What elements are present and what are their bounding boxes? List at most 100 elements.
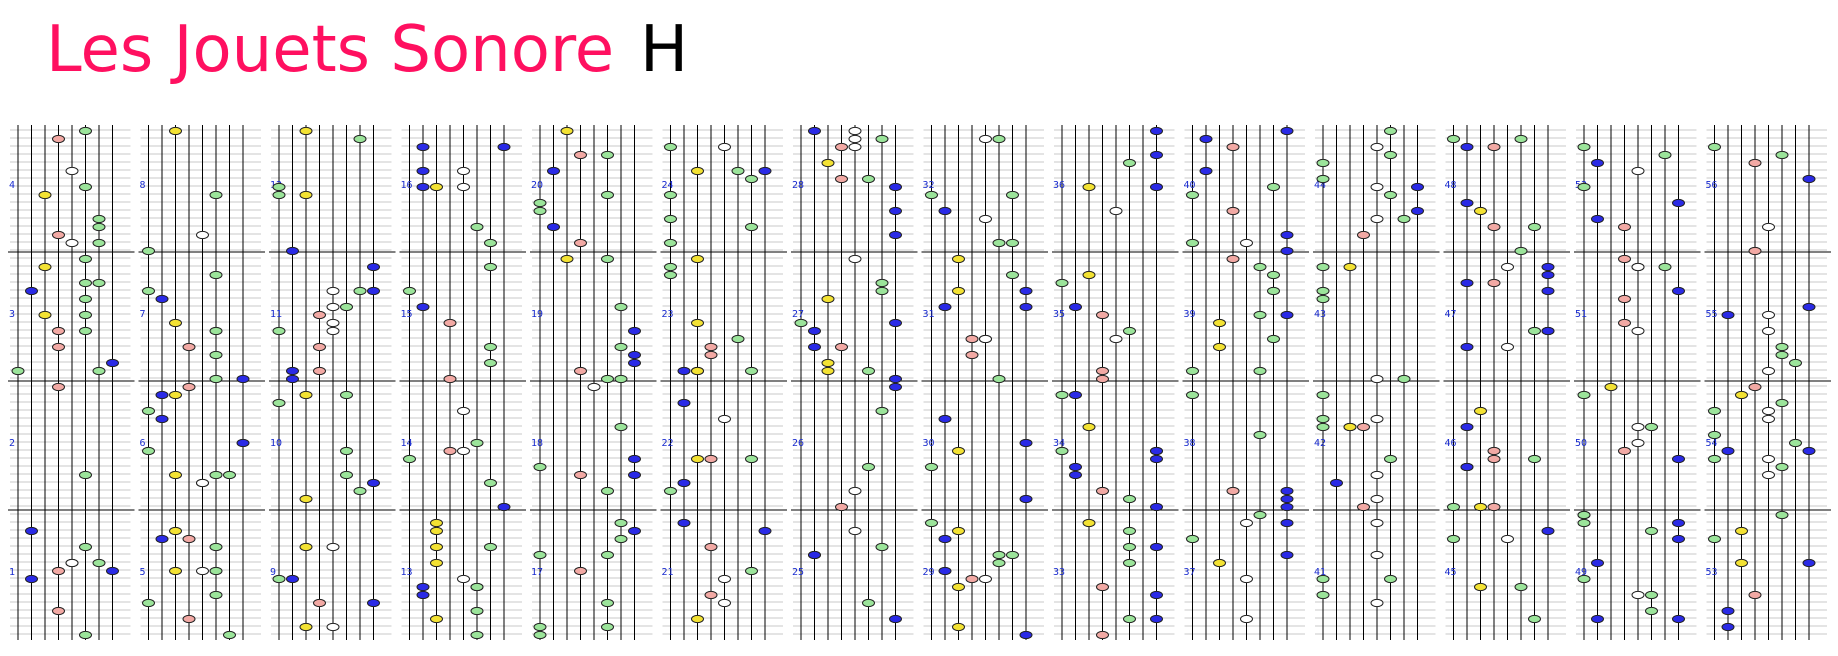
note: [1708, 406, 1721, 416]
note: [848, 134, 862, 144]
note: [1645, 590, 1658, 600]
note: [1096, 582, 1109, 592]
note: [574, 150, 587, 160]
measure-number: 42: [1314, 438, 1326, 449]
measure-number: 4: [9, 180, 15, 191]
note: [340, 390, 353, 400]
note: [1487, 454, 1501, 464]
note: [38, 262, 52, 272]
note: [1123, 614, 1136, 624]
note: [1460, 278, 1474, 288]
note: [1384, 190, 1397, 200]
note: [1123, 494, 1136, 504]
note: [952, 446, 965, 456]
note: [1447, 134, 1460, 144]
note: [182, 534, 196, 544]
measure-number: 19: [531, 309, 543, 320]
note: [38, 190, 52, 200]
note: [79, 630, 92, 640]
note: [367, 598, 380, 608]
note: [704, 454, 718, 464]
note: [443, 318, 457, 328]
note: [1487, 278, 1501, 288]
note: [430, 542, 443, 552]
note: [1708, 142, 1721, 152]
note: [1357, 502, 1370, 512]
note: [1213, 318, 1226, 328]
note: [1082, 422, 1096, 432]
note: [574, 366, 587, 376]
note: [835, 342, 848, 352]
note: [889, 382, 902, 392]
note: [1384, 150, 1397, 160]
note: [209, 590, 223, 600]
note: [272, 190, 286, 200]
note: [1775, 398, 1789, 408]
score-title: Les Jouets Sonore: [46, 13, 615, 87]
note: [155, 294, 169, 304]
note: [1370, 550, 1384, 560]
note: [628, 358, 641, 368]
measure-number: 46: [1445, 438, 1457, 449]
measure-number: 15: [401, 309, 413, 320]
note: [1316, 158, 1330, 168]
note: [1775, 462, 1789, 472]
note: [1672, 198, 1685, 208]
note: [52, 382, 65, 392]
note: [1501, 534, 1514, 544]
note: [1672, 614, 1685, 624]
note: [938, 302, 952, 312]
note: [25, 526, 38, 536]
note: [1672, 286, 1685, 296]
note: [1591, 614, 1604, 624]
note: [601, 622, 614, 632]
note: [79, 470, 92, 480]
note: [209, 374, 223, 384]
note: [1150, 446, 1163, 456]
note: [1280, 126, 1294, 136]
note: [484, 342, 497, 352]
note: [601, 550, 614, 560]
note: [1069, 390, 1082, 400]
note: [1735, 390, 1748, 400]
note: [65, 558, 79, 568]
note: [1240, 614, 1253, 624]
note: [938, 206, 952, 216]
note: [979, 134, 992, 144]
note: [533, 550, 547, 560]
note: [835, 502, 848, 512]
note: [1802, 174, 1816, 184]
measure-number: 7: [140, 309, 146, 320]
note: [1762, 406, 1775, 416]
measure-number: 41: [1314, 567, 1326, 578]
measure-number: 11: [270, 309, 282, 320]
note: [79, 310, 92, 320]
note: [236, 374, 250, 384]
note: [862, 366, 875, 376]
measure-number: 55: [1706, 309, 1718, 320]
note: [223, 470, 236, 480]
note: [1055, 278, 1069, 288]
note: [1280, 494, 1294, 504]
note: [1618, 318, 1631, 328]
note: [587, 382, 601, 392]
note: [209, 190, 223, 200]
note: [574, 470, 587, 480]
note: [601, 598, 614, 608]
note: [1150, 590, 1163, 600]
measure-number: 27: [792, 309, 804, 320]
note: [340, 446, 353, 456]
note: [691, 614, 704, 624]
measure-number: 32: [923, 180, 935, 191]
note: [1123, 558, 1136, 568]
note: [155, 390, 169, 400]
note: [925, 462, 938, 472]
note: [1397, 214, 1411, 224]
note: [574, 566, 587, 576]
note: [1577, 574, 1591, 584]
note: [1370, 598, 1384, 608]
note: [209, 470, 223, 480]
note: [457, 406, 470, 416]
note: [169, 526, 182, 536]
note: [1447, 502, 1460, 512]
